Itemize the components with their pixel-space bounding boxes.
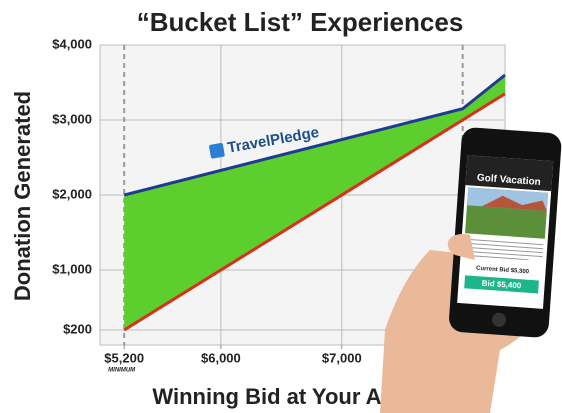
logo-icon	[209, 143, 225, 159]
annotation: MINIMUM	[108, 368, 136, 374]
y-tick-label: $2,000	[52, 186, 92, 201]
y-tick-label: $200	[63, 321, 92, 336]
y-tick-label: $1,000	[52, 261, 92, 276]
y-axis-label: Donation Generated	[10, 91, 35, 301]
x-tick-label: $7,000	[322, 350, 362, 365]
y-tick-label: $4,000	[52, 36, 92, 51]
chart-title: “Bucket List” Experiences	[137, 7, 464, 37]
x-tick-label: $5,200	[104, 350, 144, 365]
x-tick-label: $6,000	[201, 350, 241, 365]
y-tick-label: $3,000	[52, 111, 92, 126]
phone: Golf Vacation Current Bid $5,300 Bid $5,…	[448, 127, 562, 338]
chart: “Bucket List” Experiences Donation Gener…	[0, 0, 562, 413]
